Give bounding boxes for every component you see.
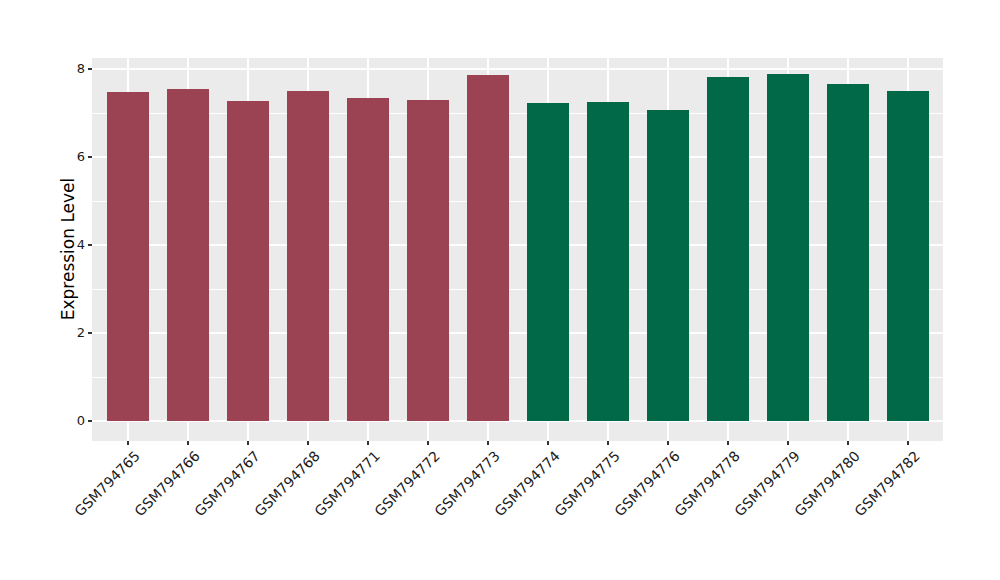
x-tick-mark-9 [667,441,669,445]
bar-GSM794768 [287,91,330,421]
bar-GSM794779 [767,74,810,421]
bar-GSM794772 [407,100,450,421]
x-tick-mark-13 [907,441,909,445]
gridline-major-y8 [92,68,943,70]
y-tick-label-2: 2 [55,324,85,342]
x-tick-mark-6 [487,441,489,445]
expression-bar-chart-figure: Expression Level 02468 GSM794765GSM79476… [0,0,1000,580]
y-tick-label-8: 8 [55,60,85,78]
bar-GSM794773 [467,75,510,421]
bar-GSM794765 [107,92,150,421]
bar-GSM794771 [347,98,390,421]
y-tick-mark-6 [88,156,92,158]
bar-GSM794774 [527,103,570,421]
x-tick-mark-1 [187,441,189,445]
gridline-major-y2 [92,332,943,334]
x-tick-mark-4 [367,441,369,445]
bar-GSM794767 [227,101,270,421]
y-tick-mark-4 [88,244,92,246]
y-tick-label-4: 4 [55,236,85,254]
gridline-minor-y5 [92,201,943,202]
plot-panel [92,58,943,441]
bar-GSM794778 [707,77,750,421]
bar-GSM794766 [167,89,210,421]
bar-GSM794782 [887,91,930,421]
x-tick-mark-12 [847,441,849,445]
x-tick-mark-2 [247,441,249,445]
gridline-major-y6 [92,156,943,158]
bar-GSM794776 [647,110,690,421]
bar-GSM794780 [827,84,870,421]
y-tick-mark-0 [88,420,92,422]
x-tick-mark-3 [307,441,309,445]
x-tick-mark-10 [727,441,729,445]
x-tick-mark-0 [127,441,129,445]
gridline-major-y4 [92,244,943,246]
x-tick-mark-5 [427,441,429,445]
gridline-major-y0 [92,420,943,422]
x-tick-mark-7 [547,441,549,445]
x-tick-mark-8 [607,441,609,445]
gridline-minor-y3 [92,289,943,290]
y-tick-label-6: 6 [55,148,85,166]
bar-GSM794775 [587,102,630,421]
x-tick-label-0: GSM794765 [39,447,144,552]
x-tick-mark-11 [787,441,789,445]
y-tick-mark-2 [88,332,92,334]
y-tick-label-0: 0 [55,412,85,430]
gridline-minor-y7 [92,113,943,114]
y-tick-mark-8 [88,68,92,70]
gridline-minor-y1 [92,377,943,378]
